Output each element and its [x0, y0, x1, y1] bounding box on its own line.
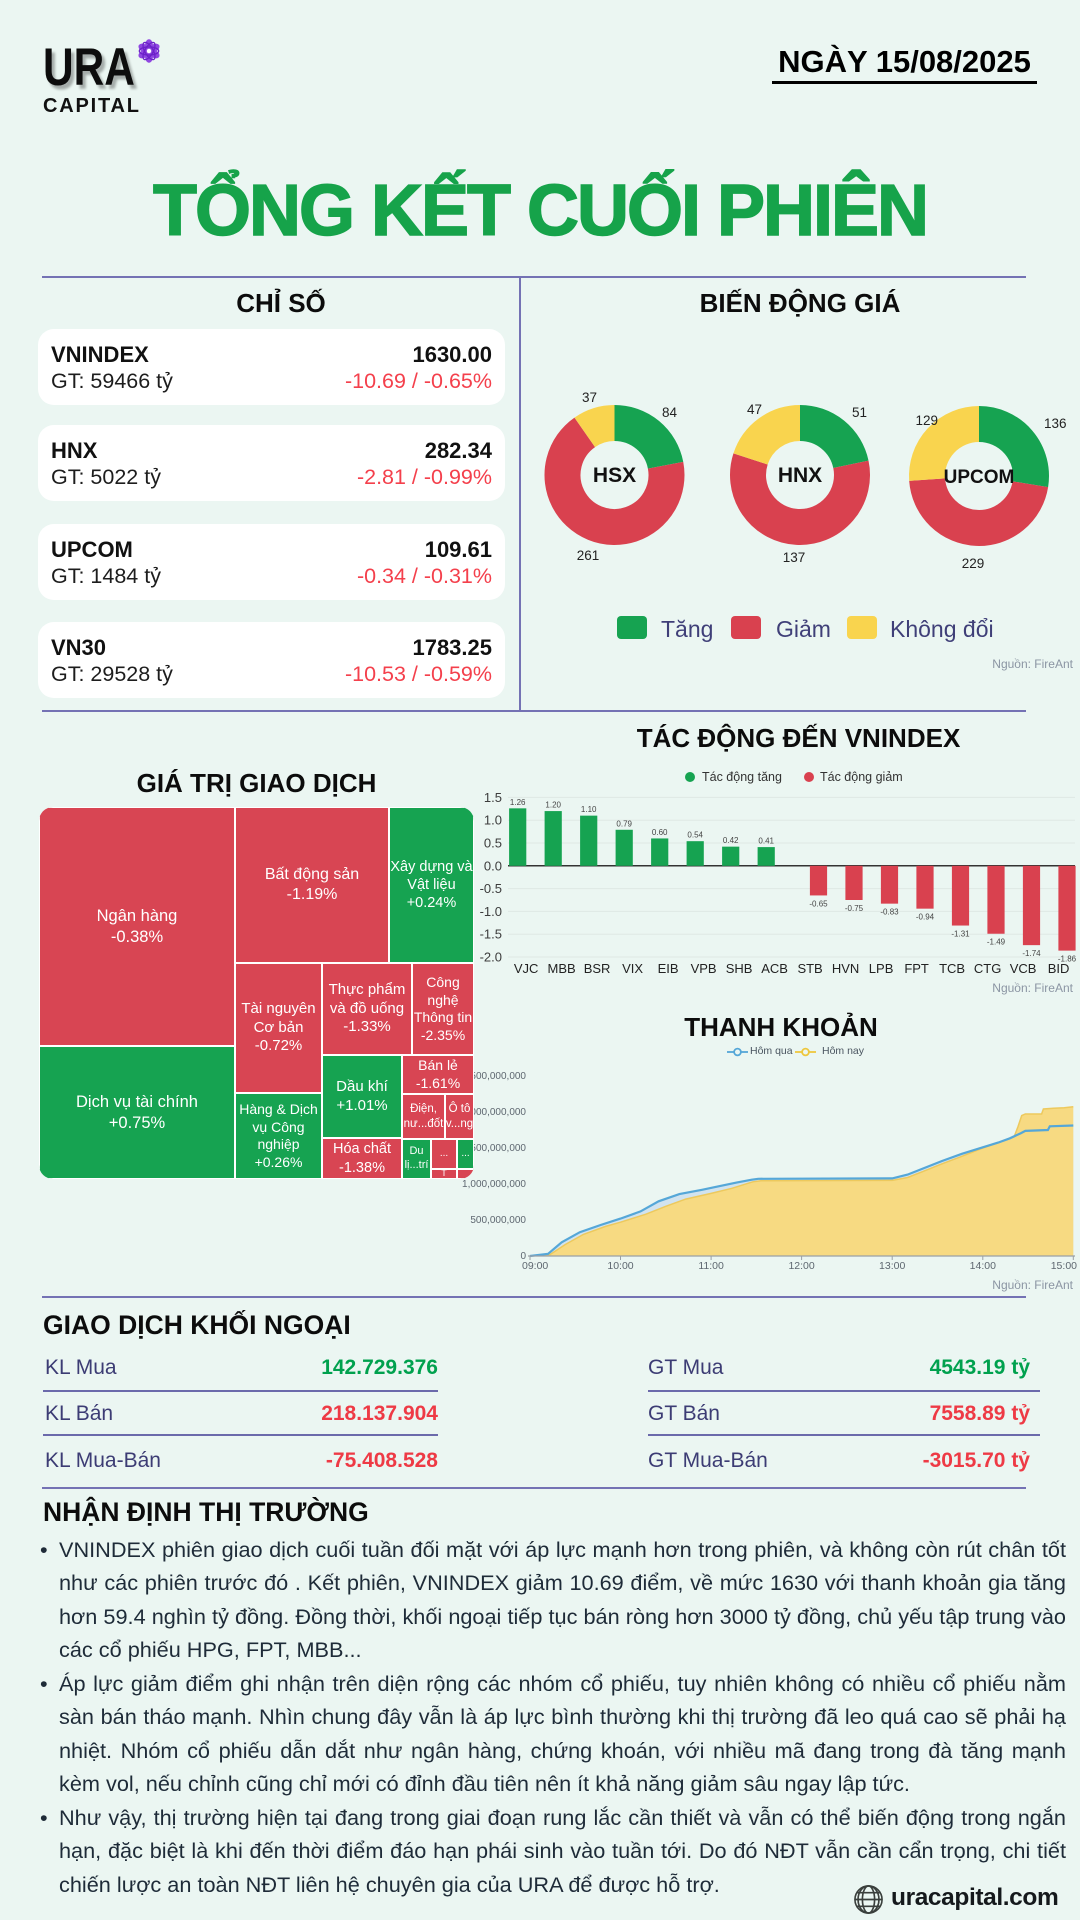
svg-text:500,000,000: 500,000,000	[470, 1215, 526, 1226]
svg-text:-0.65: -0.65	[809, 899, 828, 908]
svg-text:-1.49: -1.49	[987, 938, 1006, 947]
svg-text:HVN: HVN	[832, 961, 859, 976]
svg-text:UPCOM: UPCOM	[944, 467, 1015, 488]
svg-text:VIX: VIX	[622, 961, 643, 976]
svg-text:HSX: HSX	[593, 464, 636, 487]
svg-text:STB: STB	[797, 961, 822, 976]
svg-text:HNX: HNX	[778, 464, 822, 487]
svg-text:15:00: 15:00	[1051, 1260, 1077, 1272]
svg-text:0.79: 0.79	[616, 819, 632, 828]
svg-text:-1.86: -1.86	[1058, 955, 1077, 964]
svg-text:-1.5: -1.5	[480, 927, 502, 942]
svg-text:1.0: 1.0	[484, 813, 502, 828]
svg-text:VPB: VPB	[691, 961, 717, 976]
svg-text:CTG: CTG	[974, 961, 1001, 976]
svg-text:BSR: BSR	[584, 961, 611, 976]
svg-text:1.20: 1.20	[545, 801, 561, 810]
svg-text:12:00: 12:00	[788, 1260, 814, 1272]
svg-text:0: 0	[520, 1251, 526, 1262]
svg-text:11:00: 11:00	[698, 1260, 724, 1272]
svg-text:1,500,000,000: 1,500,000,000	[462, 1143, 526, 1154]
svg-text:13:00: 13:00	[879, 1260, 905, 1272]
svg-text:0.41: 0.41	[758, 837, 774, 846]
svg-text:10:00: 10:00	[607, 1260, 633, 1272]
svg-text:261: 261	[577, 548, 600, 563]
svg-text:136: 136	[1044, 416, 1067, 431]
svg-text:0.54: 0.54	[687, 831, 703, 840]
svg-text:47: 47	[747, 402, 762, 417]
svg-text:14:00: 14:00	[970, 1260, 996, 1272]
svg-text:-1.74: -1.74	[1022, 949, 1041, 958]
svg-text:ACB: ACB	[761, 961, 788, 976]
svg-text:1.10: 1.10	[581, 805, 597, 814]
svg-text:SHB: SHB	[726, 961, 753, 976]
svg-text:MBB: MBB	[548, 961, 576, 976]
svg-text:LPB: LPB	[869, 961, 894, 976]
svg-text:129: 129	[915, 413, 938, 428]
svg-text:1.26: 1.26	[510, 798, 526, 807]
svg-text:1,000,000,000: 1,000,000,000	[462, 1179, 526, 1190]
svg-text:-0.94: -0.94	[916, 913, 935, 922]
svg-text:TCB: TCB	[939, 961, 965, 976]
svg-text:0.5: 0.5	[484, 836, 502, 851]
svg-text:-0.83: -0.83	[880, 908, 899, 917]
svg-text:-1.31: -1.31	[951, 930, 970, 939]
svg-text:84: 84	[662, 405, 678, 420]
svg-text:-0.5: -0.5	[480, 881, 502, 896]
svg-text:2,500,000,000: 2,500,000,000	[462, 1071, 526, 1082]
svg-text:EIB: EIB	[658, 961, 679, 976]
svg-text:51: 51	[852, 405, 867, 420]
svg-text:VCB: VCB	[1010, 961, 1037, 976]
svg-text:VJC: VJC	[514, 961, 539, 976]
svg-text:BID: BID	[1048, 961, 1070, 976]
svg-text:09:00: 09:00	[522, 1260, 548, 1272]
svg-text:-1.0: -1.0	[480, 904, 502, 919]
svg-text:FPT: FPT	[904, 961, 929, 976]
svg-text:0.0: 0.0	[484, 858, 502, 873]
svg-text:2,000,000,000: 2,000,000,000	[462, 1107, 526, 1118]
svg-text:229: 229	[962, 556, 985, 571]
svg-text:37: 37	[582, 390, 597, 405]
svg-text:0.42: 0.42	[723, 836, 739, 845]
svg-text:-2.0: -2.0	[480, 950, 502, 965]
svg-text:-0.75: -0.75	[845, 904, 864, 913]
svg-text:1.5: 1.5	[484, 790, 502, 805]
svg-text:0.60: 0.60	[652, 828, 668, 837]
svg-text:137: 137	[783, 550, 806, 565]
